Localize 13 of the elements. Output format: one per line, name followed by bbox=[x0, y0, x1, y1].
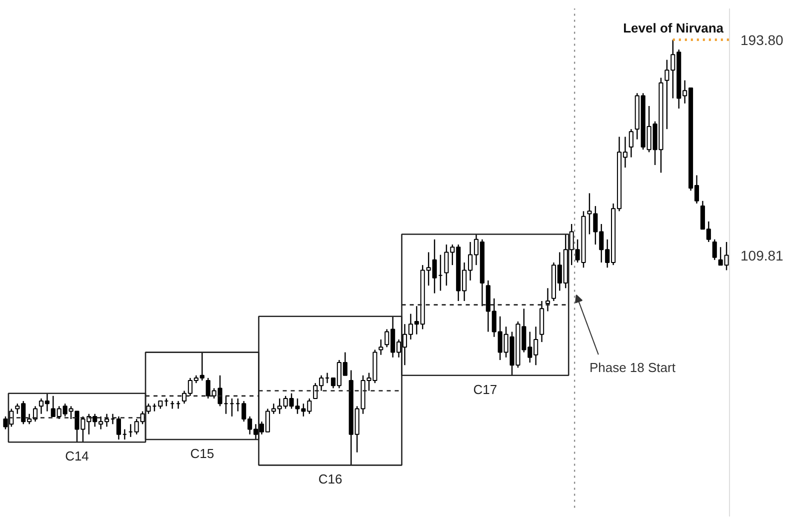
annotation: Phase 18 Start bbox=[589, 360, 676, 375]
y-tick-label: 193.80 bbox=[740, 32, 784, 48]
annotation: C15 bbox=[190, 446, 214, 461]
candlestick bbox=[378, 338, 384, 356]
annotation: C16 bbox=[318, 472, 342, 487]
candlestick bbox=[712, 238, 717, 261]
ref-line-label: Level of Nirvana bbox=[623, 20, 724, 36]
annotation: C17 bbox=[473, 382, 498, 397]
y-tick-label: 109.81 bbox=[740, 247, 784, 264]
candlestick bbox=[628, 128, 634, 158]
annotation: C14 bbox=[65, 448, 89, 464]
candlestick bbox=[116, 416, 121, 440]
candlestick bbox=[545, 288, 550, 312]
